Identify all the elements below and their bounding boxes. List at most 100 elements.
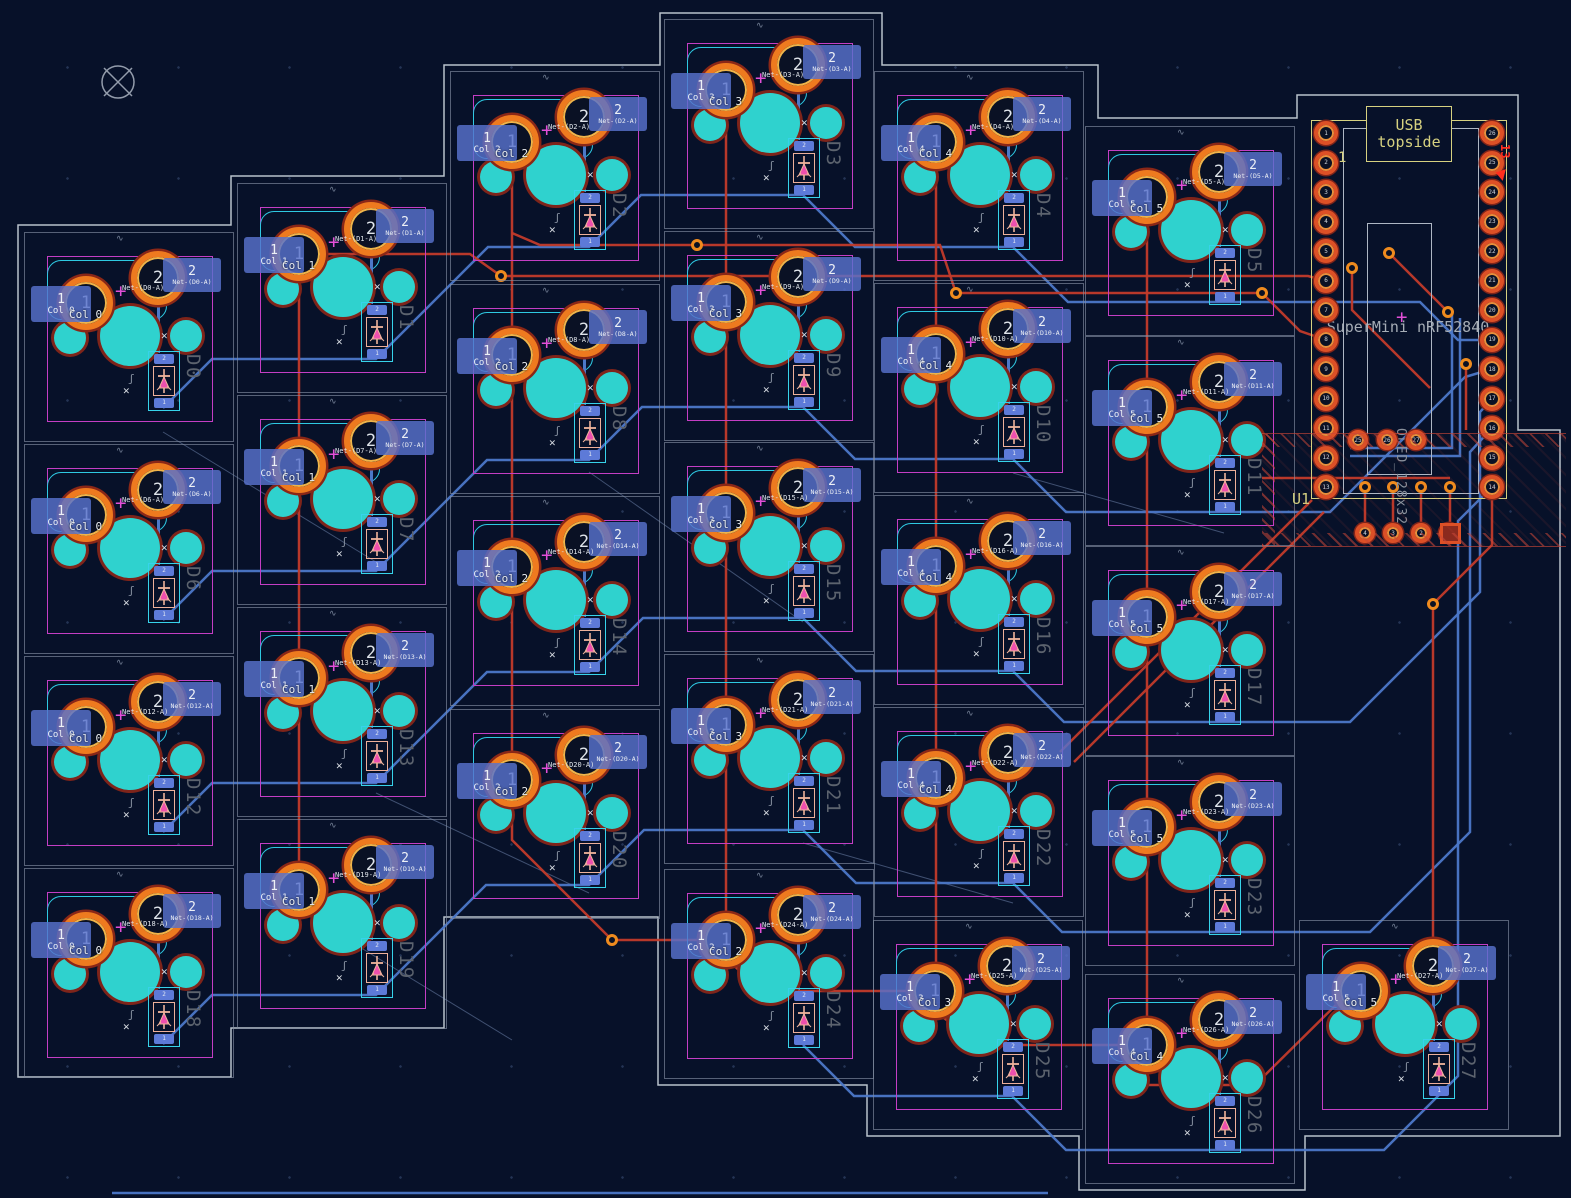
mcu-right-pin-22[interactable]: 22 [1480,239,1504,263]
diode-pad-1[interactable]: 1 [154,822,174,832]
mcu-right-pin-16[interactable]: 16 [1480,416,1504,440]
switch-footprint-D21[interactable]: ∿ 1 2 1 Col 3 Col 3 2 Net-(D21-A) Net-(D… [664,654,874,864]
via-2[interactable] [950,287,962,299]
diode-pad-2[interactable]: 2 [367,305,387,315]
diode-pad-1[interactable]: 1 [154,398,174,408]
diode-pad-2[interactable]: 2 [794,353,814,363]
mcu-right-pin-23[interactable]: 23 [1480,209,1504,234]
ratsnest-line-5[interactable] [1012,472,1225,534]
diode-pad-1[interactable]: 1 [1429,1086,1449,1096]
diode-pad-2[interactable]: 2 [154,990,174,1000]
diode-footprint[interactable]: 2 1 [998,402,1030,462]
switch-footprint-D8[interactable]: ∿ 1 2 1 Col 2 Col 2 2 Net-(D8-A) Net-(D8… [450,284,660,494]
diode-pad-1[interactable]: 1 [794,185,814,195]
diode-pad-2[interactable]: 2 [580,193,600,203]
switch-right-hole[interactable] [1019,1008,1051,1040]
diode-pad-2[interactable]: 2 [1004,405,1024,415]
via-3[interactable] [1256,287,1268,299]
diode-footprint[interactable]: 2 1 [997,1039,1029,1099]
switch-right-hole[interactable] [170,956,202,988]
mcu-right-pin-25[interactable]: 25 [1480,150,1504,175]
switch-center-hole[interactable] [1375,994,1435,1054]
mcu-right-pin-18[interactable]: 18 [1480,357,1504,381]
switch-footprint-D12[interactable]: ∿ 1 2 1 Col 0 Col 0 2 Net-(D12-A) Net-(D… [24,656,234,866]
diode-pad-2[interactable]: 2 [794,564,814,574]
mcu-left-pin-13[interactable]: 13 [1314,475,1338,499]
diode-pad-1[interactable]: 1 [1215,292,1235,302]
via-1[interactable] [691,239,703,251]
switch-center-hole[interactable] [526,358,586,418]
mcu-left-pin-1[interactable]: 1 [1314,121,1338,145]
diode-pad-1[interactable]: 1 [580,237,600,247]
diode-footprint[interactable]: 2 1 [148,987,180,1047]
back-copper-trace-0[interactable] [162,193,1492,409]
diode-pad-1[interactable]: 1 [1004,237,1024,247]
switch-right-hole[interactable] [810,530,842,562]
mcu-left-pin-12[interactable]: 12 [1314,445,1338,470]
diode-footprint[interactable]: 2 1 [998,826,1030,886]
switch-footprint-D24[interactable]: ∿ 1 2 1 Col 2 Col 2 2 Net-(D24-A) Net-(D… [664,869,874,1079]
switch-right-hole[interactable] [170,744,202,776]
switch-footprint-D22[interactable]: ∿ 1 2 1 Col 4 Col 4 2 Net-(D22-A) Net-(D… [874,707,1084,917]
diode-pad-1[interactable]: 1 [1004,661,1024,671]
via-8[interactable] [1383,247,1395,259]
diode-pad-1[interactable]: 1 [154,1034,174,1044]
diode-pad-2[interactable]: 2 [1215,668,1235,678]
switch-right-hole[interactable] [383,271,415,303]
diode-pad-2[interactable]: 2 [1215,458,1235,468]
diode-pad-2[interactable]: 2 [794,991,814,1001]
switch-center-hole[interactable] [1161,1048,1221,1108]
via-9[interactable] [1346,262,1358,274]
diode-pad-1[interactable]: 1 [154,610,174,620]
diode-footprint[interactable]: 2 1 [1209,455,1241,515]
switch-footprint-D20[interactable]: ∿ 1 2 1 Col 2 Col 2 2 Net-(D20-A) Net-(D… [450,709,660,919]
diode-footprint[interactable]: 2 1 [148,351,180,411]
diode-pad-1[interactable]: 1 [1215,922,1235,932]
switch-footprint-D14[interactable]: ∿ 1 2 1 Col 2 Col 2 2 Net-(D14-A) Net-(D… [450,496,660,706]
switch-right-hole[interactable] [810,957,842,989]
mcu-left-pin-11[interactable]: 11 [1314,416,1338,440]
diode-footprint[interactable]: 2 1 [788,350,820,410]
mcu-right-pin-19[interactable]: 19 [1480,327,1504,352]
via-4[interactable] [606,934,618,946]
switch-center-hole[interactable] [949,994,1009,1054]
diode-pad-2[interactable]: 2 [1004,617,1024,627]
front-copper-trace-6[interactable] [511,231,1327,342]
mcu-left-pin-4[interactable]: 4 [1314,209,1338,234]
switch-center-hole[interactable] [313,469,373,529]
switch-footprint-D13[interactable]: ∿ 1 2 1 Col 1 Col 1 2 Net-(D13-A) Net-(D… [237,607,447,817]
back-copper-trace-3[interactable] [162,427,1493,1045]
oled-pin-4[interactable]: 4 [1355,523,1375,543]
switch-footprint-D3[interactable]: ∿ 1 2 1 Col 3 Col 3 2 Net-(D3-A) Net-(D3… [664,19,874,229]
switch-footprint-D10[interactable]: ∿ 1 2 1 Col 4 Col 4 2 Net-(D10-A) Net-(D… [874,283,1084,493]
switch-right-hole[interactable] [596,584,628,616]
diode-pad-2[interactable]: 2 [580,618,600,628]
front-copper-trace-1[interactable] [510,142,726,942]
switch-right-hole[interactable] [810,319,842,351]
switch-right-hole[interactable] [170,532,202,564]
diode-footprint[interactable]: 2 1 [1423,1039,1455,1099]
switch-footprint-D27[interactable]: ∿ 1 2 1 Col 5 Col 5 2 Net-(D27-A) Net-(D… [1299,920,1509,1130]
switch-footprint-D23[interactable]: ∿ 1 2 1 Col 5 Col 5 2 Net-(D23-A) Net-(D… [1085,756,1295,966]
switch-right-hole[interactable] [1020,583,1052,615]
switch-center-hole[interactable] [1161,830,1221,890]
diode-pad-1[interactable]: 1 [1215,1140,1235,1150]
front-copper-trace-7[interactable] [1431,487,1494,966]
switch-right-hole[interactable] [596,797,628,829]
mcu-left-pin-5[interactable]: 5 [1314,239,1338,263]
mcu-left-pin-9[interactable]: 9 [1314,357,1338,381]
diode-footprint[interactable]: 2 1 [574,190,606,250]
mcu-mid-pin-26[interactable]: 26 [1377,430,1397,450]
diode-pad-1[interactable]: 1 [794,608,814,618]
diode-pad-1[interactable]: 1 [580,662,600,672]
ratsnest-line-3[interactable] [802,842,1014,904]
front-copper-trace-8[interactable] [1388,252,1449,313]
back-copper-trace-4[interactable] [802,486,1493,1152]
diode-pad-1[interactable]: 1 [580,450,600,460]
mcu-right-pin-15[interactable]: 15 [1480,445,1504,470]
diode-footprint[interactable]: 2 1 [1209,245,1241,305]
switch-right-hole[interactable] [383,695,415,727]
switch-footprint-D6[interactable]: ∿ 1 2 1 Col 0 Col 0 2 Net-(D6-A) Net-(D6… [24,444,234,654]
diode-footprint[interactable]: 2 1 [788,561,820,621]
switch-center-hole[interactable] [313,681,373,741]
